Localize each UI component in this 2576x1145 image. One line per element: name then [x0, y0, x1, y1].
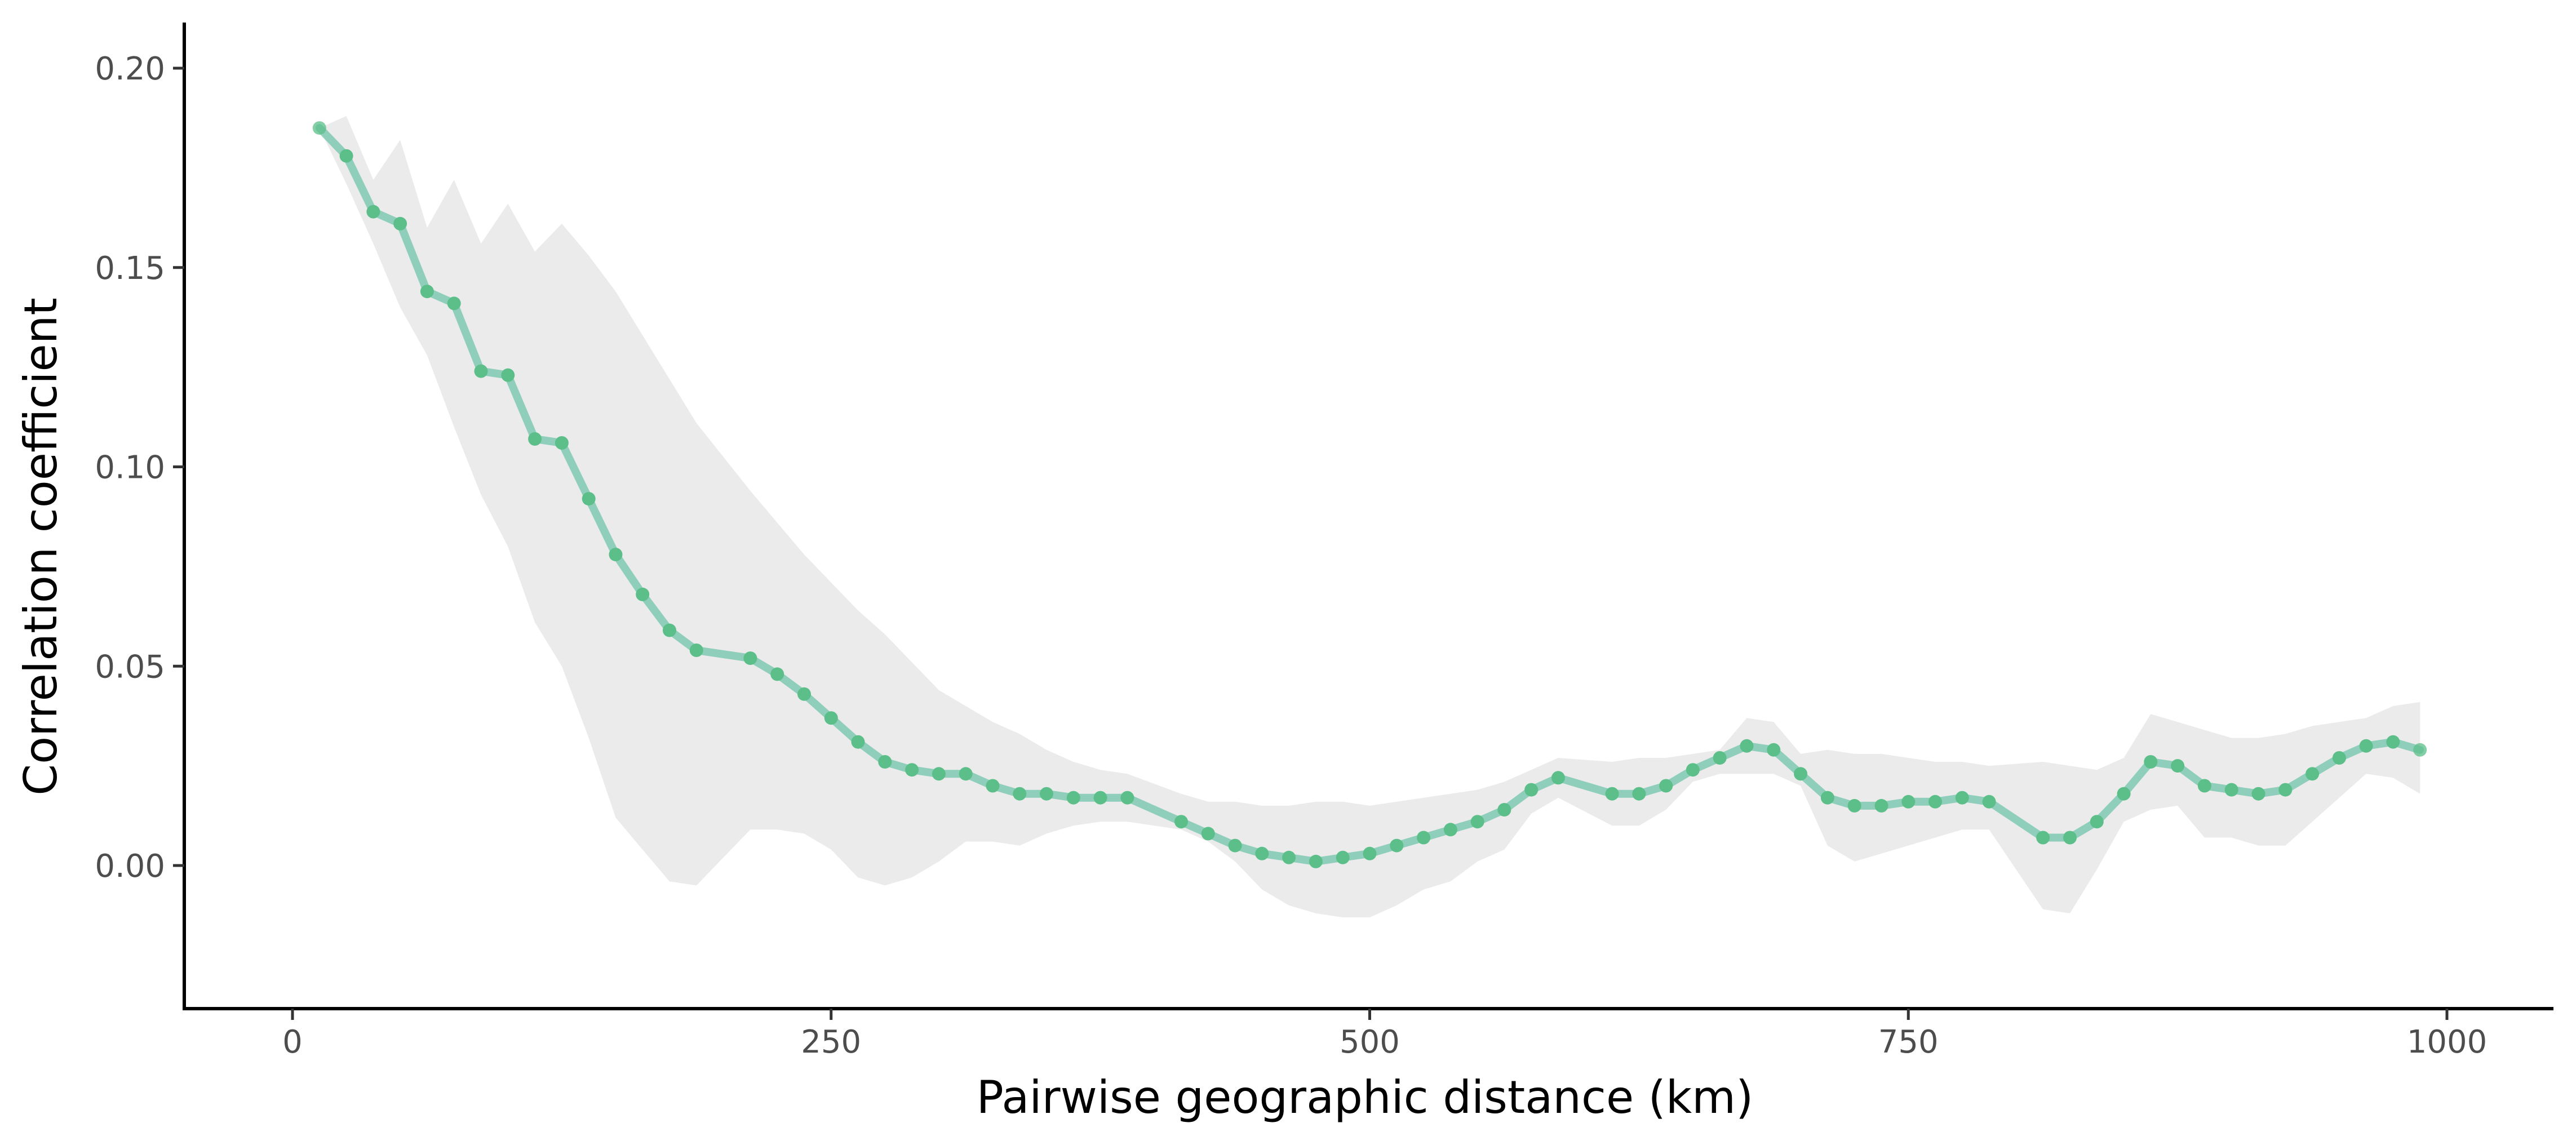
data-point	[1309, 854, 1323, 868]
data-point	[366, 205, 380, 219]
confidence-band	[319, 116, 2420, 917]
data-point	[2197, 779, 2211, 793]
data-point	[824, 711, 838, 725]
x-axis-title: Pairwise geographic distance (km)	[977, 1071, 1754, 1124]
tick-layer: 0 250 500 750 1000 0.00 0.05 0.10 0.15 0.20	[95, 51, 2487, 1060]
data-point	[2359, 739, 2373, 753]
data-point	[1013, 787, 1027, 801]
data-point	[312, 121, 326, 135]
data-point	[609, 548, 623, 562]
data-point	[663, 623, 676, 637]
axes	[183, 23, 2553, 1010]
confidence-band-layer	[319, 116, 2420, 917]
data-point	[2386, 735, 2400, 749]
data-point	[986, 779, 1000, 793]
data-point	[1201, 827, 1215, 841]
data-point	[1470, 815, 1484, 829]
x-tick-label: 750	[1878, 1024, 1939, 1060]
data-point	[1928, 795, 1942, 809]
x-tick-label: 1000	[2407, 1024, 2488, 1060]
data-point	[1390, 838, 1404, 853]
data-point	[501, 368, 515, 382]
data-point	[797, 687, 811, 701]
data-point	[932, 767, 946, 781]
data-point	[447, 296, 461, 310]
data-point	[1093, 791, 1107, 805]
data-point	[1767, 743, 1781, 757]
data-point	[2278, 783, 2293, 797]
x-tick-label: 250	[801, 1024, 861, 1060]
data-point	[905, 763, 919, 777]
data-point	[2332, 751, 2346, 765]
data-point	[689, 643, 703, 657]
data-point	[1336, 850, 1350, 864]
data-point	[1982, 795, 1996, 809]
data-point	[1551, 771, 1565, 785]
data-point	[1686, 763, 1700, 777]
x-tick-label: 0	[282, 1024, 303, 1060]
y-axis-title: Correlation coefficient	[15, 298, 67, 796]
data-point	[393, 216, 407, 230]
data-point	[1120, 791, 1134, 805]
data-point	[1443, 823, 1457, 837]
y-tick-label: 0.05	[95, 649, 165, 685]
data-point	[1820, 791, 1834, 805]
data-point	[878, 755, 892, 769]
data-point	[1255, 846, 1269, 860]
data-point	[1228, 838, 1242, 853]
data-point	[420, 285, 434, 299]
data-point	[636, 587, 650, 601]
data-point	[770, 667, 784, 681]
data-point	[1066, 791, 1080, 805]
data-point	[2036, 831, 2050, 845]
y-tick-label: 0.15	[95, 250, 165, 287]
y-tick-label: 0.10	[95, 450, 165, 486]
data-point	[743, 651, 757, 665]
data-point	[1605, 787, 1619, 801]
data-point	[474, 364, 488, 378]
data-point	[528, 432, 542, 446]
data-points-layer	[312, 121, 2427, 868]
data-point	[1632, 787, 1646, 801]
data-point	[1524, 783, 1538, 797]
data-point	[1040, 787, 1053, 801]
data-point	[2305, 767, 2320, 781]
x-tick-label: 500	[1340, 1024, 1400, 1060]
data-point	[1874, 798, 1888, 813]
data-point	[1417, 831, 1431, 845]
data-point	[2251, 787, 2265, 801]
data-point	[851, 735, 865, 749]
data-point	[555, 436, 569, 450]
data-point	[1282, 850, 1296, 864]
data-point	[1659, 779, 1673, 793]
data-point	[582, 492, 596, 506]
data-point	[1713, 751, 1727, 765]
data-point	[1794, 767, 1808, 781]
data-point	[1901, 795, 1916, 809]
data-point	[339, 149, 353, 163]
data-point	[2144, 755, 2158, 769]
data-point	[2063, 831, 2077, 845]
data-point	[1955, 791, 1969, 805]
data-point	[2090, 815, 2104, 829]
data-point	[1740, 739, 1754, 753]
data-point	[1497, 803, 1511, 816]
data-point	[1847, 798, 1861, 813]
data-point	[2171, 759, 2185, 773]
data-point	[1363, 846, 1377, 860]
y-tick-label: 0.20	[95, 51, 165, 87]
data-point	[2413, 743, 2427, 757]
y-tick-label: 0.00	[95, 848, 165, 885]
data-point	[1174, 815, 1188, 829]
data-point	[2117, 787, 2131, 801]
data-point	[2224, 783, 2238, 797]
data-point	[959, 767, 973, 781]
